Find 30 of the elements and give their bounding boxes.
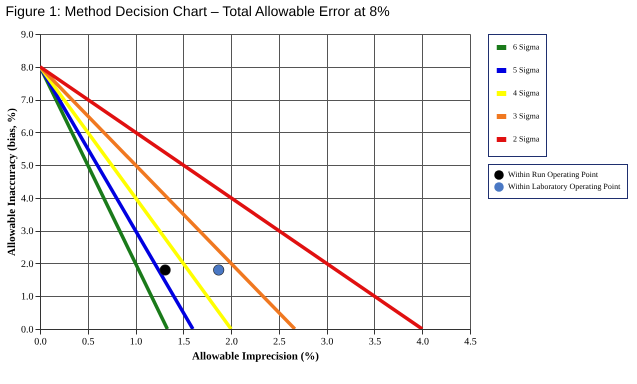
x-tick-label: 2.5 xyxy=(273,336,286,348)
y-tick-label: 5.0 xyxy=(21,160,34,172)
x-tick-label: 0.0 xyxy=(34,336,47,348)
x-tick-label: 2.0 xyxy=(225,336,238,348)
legend-label: 4 Sigma xyxy=(513,88,540,98)
legend-label: 3 Sigma xyxy=(513,112,540,120)
chart-title: Figure 1: Method Decision Chart – Total Allowable Error at 8% xyxy=(6,3,390,19)
legend-label: Within Laboratory Operating Point xyxy=(508,182,622,191)
x-tick-label: 4.0 xyxy=(416,336,429,348)
x-tick-label: 3.5 xyxy=(368,336,382,348)
legend-label: 6 Sigma xyxy=(513,42,540,52)
x-tick-label: 3.0 xyxy=(320,336,334,348)
y-tick-label: 3.0 xyxy=(21,226,34,238)
y-tick-label: 9.0 xyxy=(21,30,34,40)
x-axis-title: Allowable Imprecision (%) xyxy=(192,350,320,362)
y-tick-label: 7.0 xyxy=(21,95,34,106)
x-tick-label: 4.5 xyxy=(464,336,477,348)
y-tick-label: 2.0 xyxy=(21,258,34,270)
y-tick-label: 1.0 xyxy=(21,292,34,303)
x-tick-label: 1.5 xyxy=(178,336,190,348)
y-tick-label: 0.0 xyxy=(21,324,34,336)
y-tick-label: 4.0 xyxy=(21,193,34,204)
legend-label: Within Run Operating Point xyxy=(508,170,599,179)
x-tick-label: 1.0 xyxy=(130,336,142,348)
y-axis-title: Allowable Inaccuracy (bias, %) xyxy=(6,108,18,256)
y-tick-label: 6.0 xyxy=(21,128,34,139)
legend-label: 2 Sigma xyxy=(513,134,540,144)
legend-label: 5 Sigma xyxy=(513,66,540,74)
x-tick-label: 0.5 xyxy=(82,336,95,348)
y-tick-label: 8.0 xyxy=(21,62,34,74)
